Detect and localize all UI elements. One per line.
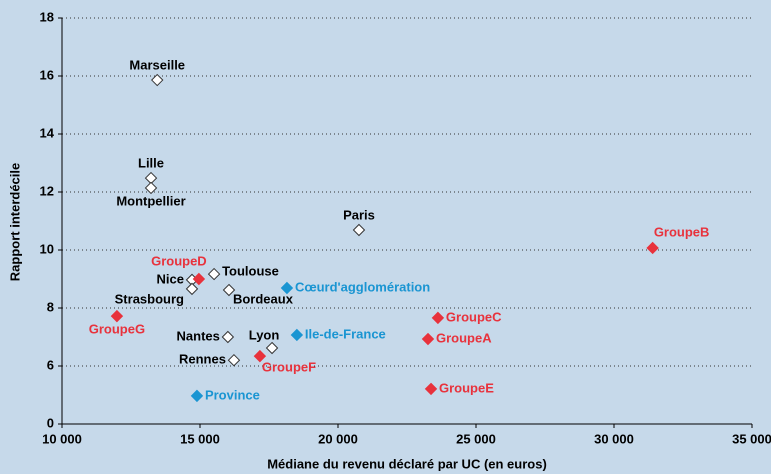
point xyxy=(185,282,199,296)
x-axis-title: Médiane du revenu déclaré par UC (en eur… xyxy=(267,456,547,471)
y-tick-label: 10 xyxy=(40,241,54,256)
point-label: GroupeD xyxy=(151,253,207,268)
point xyxy=(221,330,235,344)
point xyxy=(646,241,659,255)
x-tick-label: 15 000 xyxy=(180,431,220,446)
point xyxy=(151,73,164,87)
point xyxy=(192,272,206,286)
point-label: Toulouse xyxy=(222,264,279,279)
x-tick-label: 30 000 xyxy=(594,431,634,446)
point xyxy=(421,332,435,346)
point xyxy=(431,311,445,325)
point-label: Ile-de-France xyxy=(305,326,386,341)
point-label: Nantes xyxy=(177,328,220,343)
point-label: Marseille xyxy=(129,57,185,72)
point-label: Rennes xyxy=(179,352,226,367)
x-tick-label: 10 000 xyxy=(42,431,82,446)
y-tick-label: 8 xyxy=(47,299,54,314)
point-label: Cœurd'agglomération xyxy=(295,279,430,294)
point xyxy=(227,353,241,367)
point-label: Lille xyxy=(138,156,164,171)
point xyxy=(207,267,221,281)
point-label: Paris xyxy=(343,207,375,222)
point-label: Bordeaux xyxy=(233,291,294,306)
point-label: Strasbourg xyxy=(115,291,184,306)
point-label: GroupeF xyxy=(262,360,316,375)
y-tick-label: 12 xyxy=(40,183,54,198)
point-label: Province xyxy=(205,387,260,402)
point xyxy=(144,181,158,195)
point xyxy=(352,223,366,237)
x-tick-label: 20 000 xyxy=(318,431,358,446)
point-label: Nice xyxy=(157,271,184,286)
point xyxy=(280,281,294,295)
point xyxy=(190,389,204,403)
point xyxy=(424,382,438,396)
point-label: GroupeG xyxy=(89,322,145,337)
point xyxy=(265,341,279,355)
point xyxy=(222,283,236,297)
point-label: GroupeC xyxy=(446,309,502,324)
point xyxy=(253,349,267,363)
point xyxy=(290,328,304,342)
y-tick-label: 14 xyxy=(40,125,55,140)
point-label: GroupeE xyxy=(439,380,494,395)
y-tick-label: 0 xyxy=(47,415,54,430)
point-label: Lyon xyxy=(249,327,280,342)
y-tick-label: 18 xyxy=(40,9,54,24)
point-label: GroupeB xyxy=(654,224,710,239)
point-label: Montpellier xyxy=(116,193,185,208)
y-tick-label: 6 xyxy=(47,357,54,372)
point xyxy=(110,309,124,323)
point-label: GroupeA xyxy=(436,330,492,345)
x-tick-label: 35 000 xyxy=(732,431,771,446)
x-tick-label: 25 000 xyxy=(456,431,496,446)
y-axis-title: Rapport interdécile xyxy=(7,163,22,281)
y-tick-label: 16 xyxy=(40,67,54,82)
